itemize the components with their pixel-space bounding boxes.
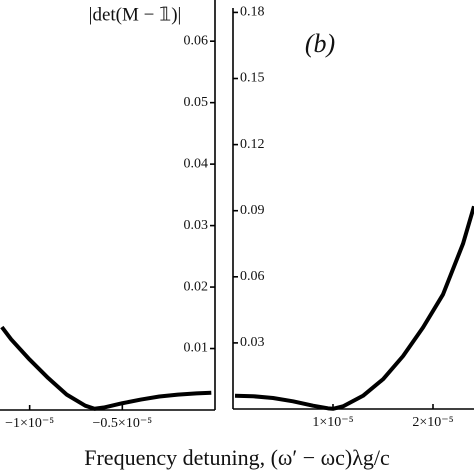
y-tick-label: 0.15 bbox=[240, 71, 265, 86]
y-tick-label: 0.09 bbox=[240, 203, 265, 218]
y-tick-label: 0.06 bbox=[184, 33, 209, 48]
curve bbox=[234, 205, 474, 411]
y-tick-label: 0.12 bbox=[240, 137, 265, 152]
y-tick-label: 0.01 bbox=[184, 341, 209, 356]
curve bbox=[0, 325, 212, 411]
y-tick-label: 0.18 bbox=[240, 5, 265, 20]
x-tick-label: 1×10⁻⁵ bbox=[312, 415, 353, 430]
x-tick-label: −0.5×10⁻⁵ bbox=[93, 416, 153, 431]
panel-label: (b) bbox=[305, 29, 335, 58]
y-tick-label: 0.03 bbox=[184, 218, 209, 233]
y-axis-label: |det(M − 𝟙)| bbox=[89, 4, 182, 25]
y-tick-label: 0.03 bbox=[240, 335, 265, 350]
x-tick-label: −1×10⁻⁵ bbox=[5, 416, 54, 431]
x-axis-label: Frequency detuning, (ω′ − ωc)λg/c bbox=[84, 445, 390, 470]
x-tick-label: 2×10⁻⁵ bbox=[412, 415, 453, 430]
y-tick-label: 0.05 bbox=[184, 95, 209, 110]
y-tick-label: 0.06 bbox=[240, 269, 265, 284]
y-tick-label: 0.04 bbox=[184, 156, 209, 171]
y-tick-label: 0.02 bbox=[184, 279, 209, 294]
